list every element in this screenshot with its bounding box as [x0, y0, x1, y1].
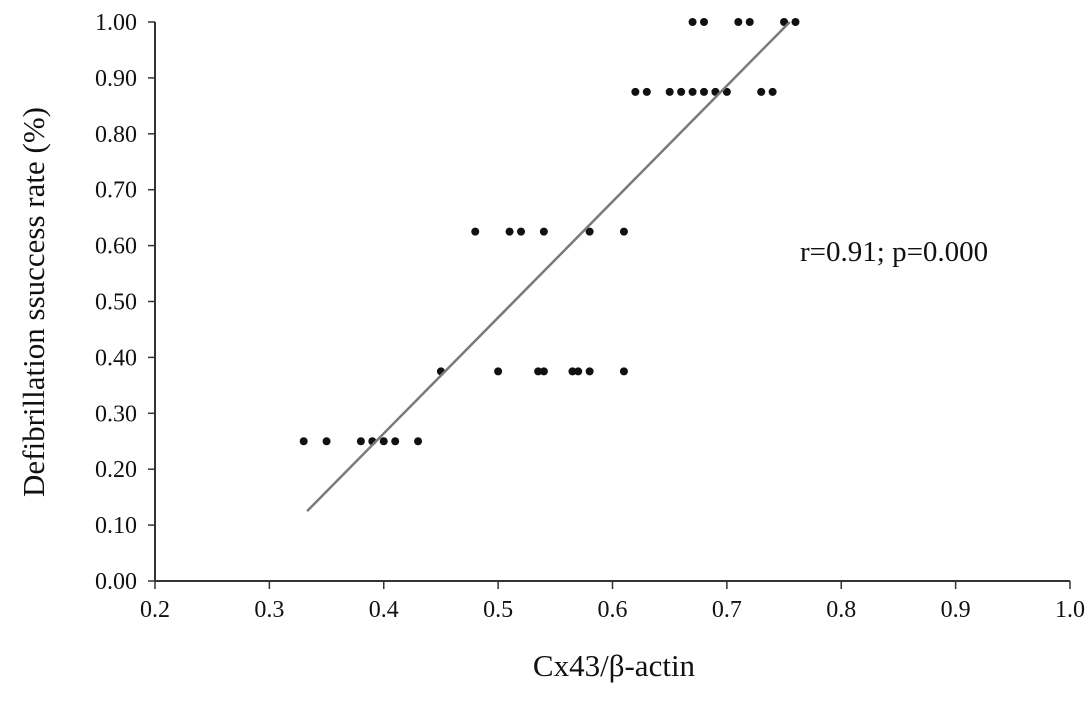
data-point	[505, 227, 514, 236]
y-tick-label: 0.80	[95, 122, 137, 148]
data-point	[677, 87, 686, 96]
data-point	[585, 367, 594, 376]
data-point	[700, 18, 708, 26]
data-point	[322, 437, 331, 446]
x-tick-label: 1.0	[1055, 597, 1085, 623]
data-point	[379, 437, 388, 446]
data-point	[585, 227, 594, 236]
data-point	[391, 437, 400, 446]
data-point	[745, 18, 754, 26]
y-tick-label: 0.50	[95, 290, 137, 316]
regression-line-group	[306, 21, 791, 513]
data-point	[665, 87, 674, 96]
data-points	[299, 18, 800, 446]
y-tick-label: 0.60	[95, 234, 137, 260]
data-point	[688, 87, 697, 96]
y-tick-label: 0.90	[95, 66, 137, 92]
data-point	[471, 227, 480, 236]
x-tick-label: 0.7	[712, 597, 742, 623]
x-tick-label: 0.4	[369, 597, 399, 623]
x-tick-label: 0.5	[483, 597, 513, 623]
x-tick-label: 0.9	[941, 597, 971, 623]
x-tick-label: 0.8	[826, 597, 856, 623]
data-point	[722, 87, 731, 96]
data-point	[299, 437, 308, 446]
correlation-annotation: r=0.91; p=0.000	[800, 236, 988, 268]
data-point	[414, 437, 423, 446]
y-tick-label: 0.40	[95, 345, 137, 371]
data-point	[734, 18, 743, 26]
data-point	[619, 227, 628, 236]
y-tick-label: 1.00	[95, 10, 137, 36]
x-tick-label: 0.2	[140, 597, 170, 623]
data-point	[791, 18, 800, 26]
data-point	[494, 367, 503, 376]
data-point	[539, 367, 548, 376]
y-tick-label: 0.70	[95, 178, 137, 204]
y-axis-title: Defibrillation ssuccess rate (%)	[16, 107, 51, 497]
data-point	[539, 227, 548, 236]
y-axis-ticks: 0.00 0.10 0.20 0.30 0.40 0.50 0.60 0.70 0.80 0.90…	[95, 10, 155, 595]
x-axis-title: Cx43/β-actin	[533, 648, 696, 683]
x-axis-ticks: 0.2 0.3 0.4 0.5 0.6 0.7 0.8 0.9 1.0	[140, 581, 1085, 623]
x-tick-label: 0.6	[598, 597, 628, 623]
data-point	[517, 227, 525, 236]
data-point	[356, 437, 365, 446]
data-point	[642, 87, 651, 96]
data-point	[534, 367, 543, 376]
data-point	[631, 87, 640, 96]
data-point	[700, 87, 708, 96]
data-point	[688, 18, 697, 26]
y-tick-label: 0.10	[95, 513, 137, 539]
y-tick-label: 0.20	[95, 457, 137, 483]
data-point	[568, 367, 577, 376]
regression-line	[306, 21, 791, 513]
x-tick-label: 0.3	[254, 597, 284, 623]
data-point	[619, 367, 628, 376]
data-point	[768, 87, 777, 96]
data-point	[574, 367, 583, 376]
data-point	[757, 87, 766, 96]
y-tick-label: 0.30	[95, 401, 137, 427]
y-tick-label: 0.00	[95, 569, 137, 595]
